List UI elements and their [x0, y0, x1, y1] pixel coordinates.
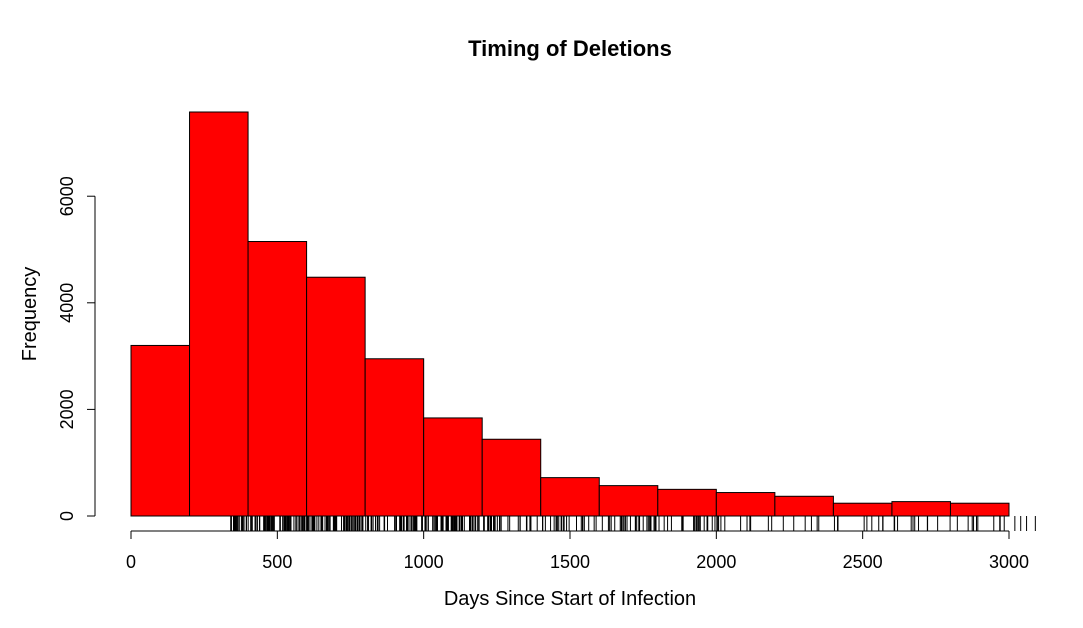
- histogram-bar: [247, 241, 308, 517]
- x-tick-label: 0: [126, 552, 136, 572]
- histogram-bar: [481, 438, 542, 517]
- histogram-bar: [306, 276, 366, 517]
- y-tick-label: 2000: [57, 389, 77, 429]
- x-tick-label: 1500: [550, 552, 590, 572]
- histogram-bar: [774, 495, 834, 517]
- histogram-bar: [364, 358, 425, 517]
- histogram-bar: [832, 502, 893, 517]
- histogram-bar: [949, 502, 1010, 517]
- y-axis-label: Frequency: [19, 267, 41, 362]
- y-tick-label: 6000: [57, 176, 77, 216]
- histogram-bar: [189, 111, 249, 517]
- histogram-bar: [540, 477, 600, 517]
- x-tick-label: 500: [262, 552, 292, 572]
- x-tick-label: 2500: [843, 552, 883, 572]
- chart-title: Timing of Deletions: [468, 36, 672, 61]
- histogram-bar: [715, 492, 776, 517]
- y-tick-label: 0: [57, 511, 77, 521]
- histogram-bar: [130, 344, 191, 517]
- y-tick-label: 4000: [57, 283, 77, 323]
- x-tick-label: 1000: [404, 552, 444, 572]
- x-tick-label: 3000: [989, 552, 1029, 572]
- histogram-bar: [598, 485, 659, 517]
- histogram-bar: [891, 501, 951, 517]
- x-axis: 0 500 1000 1500 2000 2500 3000: [126, 530, 1029, 572]
- histogram-bar: [423, 417, 483, 517]
- x-axis-label: Days Since Start of Infection: [444, 588, 696, 610]
- histogram-bar: [657, 488, 717, 517]
- x-tick-label: 2000: [696, 552, 736, 572]
- y-axis: 0 2000 4000 6000: [57, 176, 96, 521]
- histogram-bars: [130, 111, 1010, 517]
- rug-marks: [230, 516, 1036, 531]
